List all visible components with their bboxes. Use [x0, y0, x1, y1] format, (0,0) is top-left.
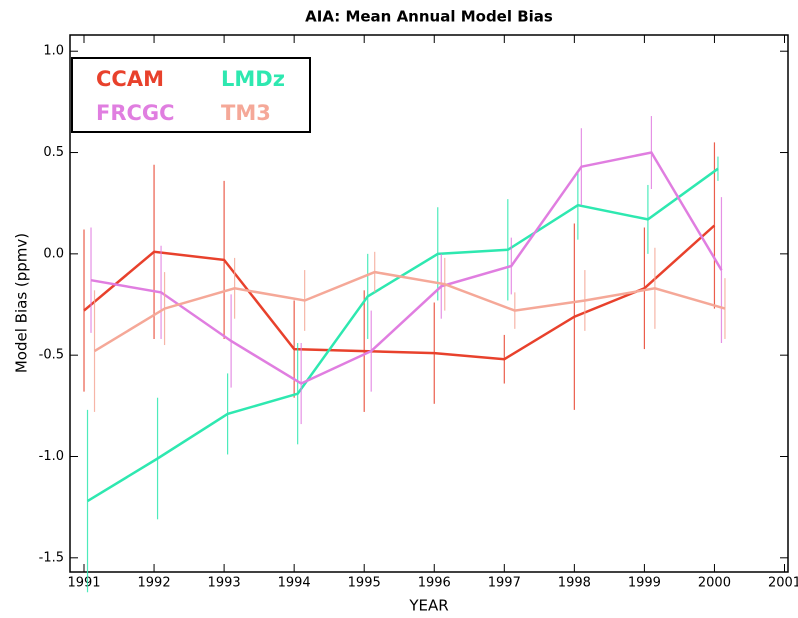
- plot-frame: [69, 34, 789, 573]
- x-axis-label: YEAR: [408, 597, 448, 615]
- series-line: [83, 224, 716, 361]
- y-tick-label: 0.5: [43, 145, 64, 160]
- y-tick-label: 0.0: [43, 246, 64, 261]
- legend-entry: LMDz: [221, 67, 285, 91]
- series-line: [90, 151, 723, 385]
- legend-entry: FRCGC: [96, 101, 175, 125]
- x-tick-label: 1995: [348, 576, 381, 591]
- chart-title: AIA: Mean Annual Model Bias: [305, 8, 553, 26]
- x-tick-label: 1993: [208, 576, 241, 591]
- y-tick-label: -1.0: [39, 449, 64, 464]
- series-line: [93, 270, 726, 353]
- x-tick-label: 1997: [488, 576, 521, 591]
- x-tick-label: 2000: [698, 576, 731, 591]
- legend-entry: CCAM: [96, 67, 164, 91]
- x-tick-label: 1991: [67, 576, 100, 591]
- legend-box: [71, 57, 311, 133]
- x-tick-label: 1998: [558, 576, 591, 591]
- y-axis-label: Model Bias (ppmv): [13, 233, 31, 373]
- x-tick-label: 1996: [418, 576, 451, 591]
- x-tick-label: 1992: [138, 576, 171, 591]
- y-tick-label: 1.0: [43, 44, 64, 59]
- x-tick-label: 2001: [768, 576, 798, 591]
- y-tick-label: -0.5: [39, 348, 64, 363]
- series-line: [86, 167, 719, 503]
- y-tick-label: -1.5: [39, 550, 64, 565]
- legend-entry: TM3: [221, 101, 271, 125]
- x-tick-label: 1999: [628, 576, 661, 591]
- x-tick-label: 1994: [278, 576, 311, 591]
